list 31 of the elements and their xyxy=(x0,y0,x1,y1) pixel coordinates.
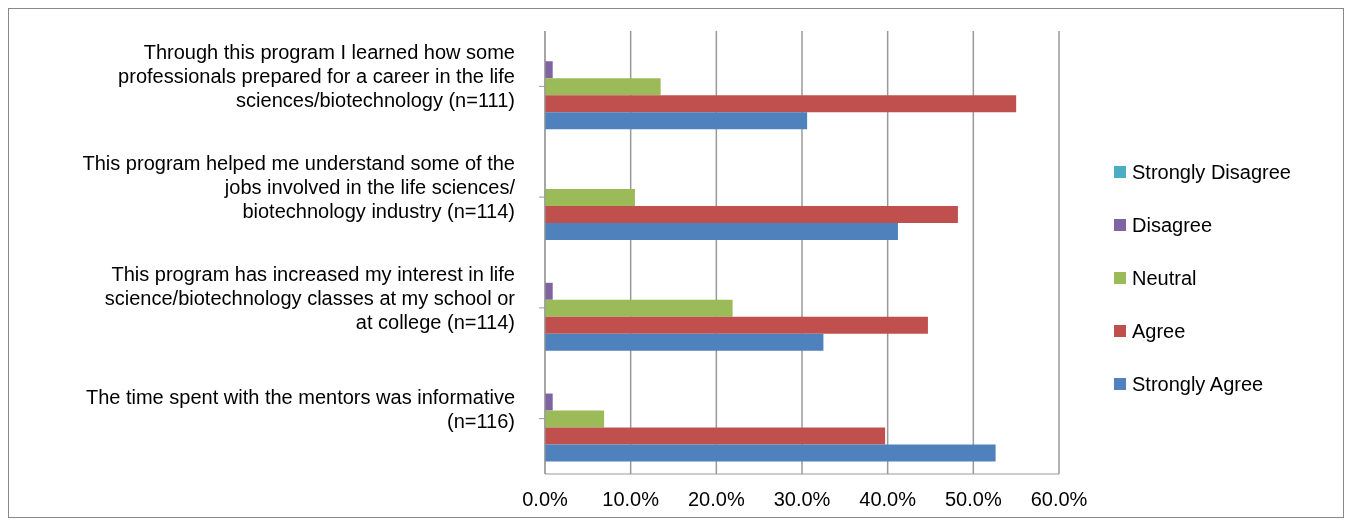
bar xyxy=(545,206,958,224)
bar xyxy=(545,427,886,445)
bar xyxy=(545,393,553,411)
bar xyxy=(545,95,1017,113)
bar xyxy=(545,316,928,334)
x-tick-label: 0.0% xyxy=(522,488,569,511)
y-tick-label: The time spent with the mentors was informative (n=116) xyxy=(85,385,515,432)
x-tick-label: 40.0% xyxy=(859,488,917,511)
legend-label: Disagree xyxy=(1132,213,1213,238)
bar xyxy=(545,112,808,130)
bar xyxy=(545,444,996,462)
legend-label: Agree xyxy=(1132,319,1186,344)
x-tick-label: 60.0% xyxy=(1030,488,1088,511)
bar xyxy=(545,282,553,300)
x-tick-label: 20.0% xyxy=(687,488,745,511)
legend-label: Strongly Agree xyxy=(1132,372,1264,397)
bar xyxy=(545,223,898,241)
y-tick-label: Through this program I learned how some professionals prepared for a career in the life sciences/biotechnology (n=111) xyxy=(118,41,515,112)
bar xyxy=(545,299,733,317)
x-tick-label: 10.0% xyxy=(602,488,660,511)
bar xyxy=(545,410,605,428)
x-tick-label: 30.0% xyxy=(773,488,831,511)
bar xyxy=(545,333,824,351)
y-tick-label: This program has increased my interest in life science/biotechnology classes at my school or at college (n=114) xyxy=(104,262,516,333)
x-tick-label: 50.0% xyxy=(944,488,1002,511)
bar xyxy=(545,61,553,79)
legend-label: Neutral xyxy=(1132,266,1197,291)
bar xyxy=(545,189,635,207)
y-tick-label: This program helped me understand some of the jobs involved in the life sciences/ biotechnology industry (n=114) xyxy=(82,152,516,223)
bar xyxy=(545,78,661,96)
legend-label: Strongly Disagree xyxy=(1132,160,1291,185)
